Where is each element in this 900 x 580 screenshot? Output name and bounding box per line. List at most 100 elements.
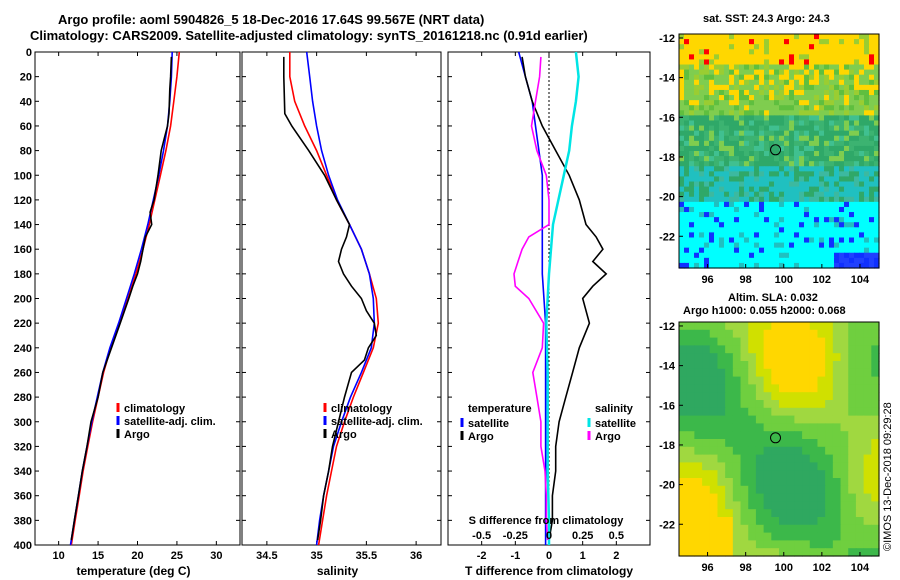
map-cell: [859, 227, 865, 233]
map-cell: [679, 156, 685, 162]
map-cell: [869, 252, 875, 259]
map-cell: [684, 196, 690, 203]
map-cell: [789, 232, 795, 239]
map-cell: [809, 110, 815, 116]
map-cell: [779, 191, 785, 198]
map-cell: [844, 237, 850, 244]
map-cell: [814, 39, 820, 45]
map-cell: [759, 171, 765, 178]
map-cell: [849, 69, 855, 76]
map-cell: [709, 222, 715, 228]
map-cell: [739, 166, 745, 172]
map-cell: [763, 384, 772, 393]
map-cell: [794, 517, 803, 526]
map-cell: [709, 242, 715, 249]
map-cell: [809, 79, 815, 86]
map-cell: [789, 130, 795, 137]
map-cell: [699, 222, 705, 228]
map-cell: [824, 54, 830, 61]
map-cell: [839, 54, 845, 61]
map-cell: [769, 176, 775, 183]
map-cell: [802, 322, 811, 331]
map-cell: [779, 105, 785, 111]
map-cell: [871, 400, 880, 409]
map-cell: [849, 74, 855, 81]
map-cell: [714, 120, 720, 127]
map-cell: [732, 501, 742, 510]
map-cell: [734, 69, 740, 76]
map-cell: [719, 105, 725, 111]
map-cell: [874, 242, 880, 249]
map-cell: [694, 376, 703, 385]
map-cell: [764, 151, 770, 157]
map-cell: [724, 59, 730, 66]
map-cell: [844, 110, 850, 116]
map-cell: [874, 166, 880, 172]
map-cell: [709, 79, 715, 86]
map-cell: [740, 376, 749, 385]
map-cell: [759, 161, 765, 167]
map-cell: [771, 532, 780, 541]
map-cell: [869, 95, 875, 101]
map-cell: [709, 227, 715, 233]
map-cell: [734, 237, 740, 244]
map-cell: [719, 171, 725, 178]
map-cell: [740, 353, 749, 362]
map-cell: [855, 446, 865, 456]
map-cell: [739, 222, 745, 228]
map-cell: [825, 415, 834, 424]
map-cell: [871, 485, 880, 495]
map-cell: [709, 470, 719, 479]
map-cell: [789, 161, 795, 167]
map-cell: [859, 54, 865, 61]
map-cell: [779, 415, 788, 424]
map-cell: [699, 161, 705, 167]
map-cell: [679, 376, 688, 385]
map-cell: [749, 201, 755, 208]
map-cell: [739, 212, 745, 218]
map-cell: [869, 135, 875, 142]
map-cell: [679, 181, 685, 188]
map-cell: [834, 145, 840, 152]
map-cell: [799, 156, 805, 162]
map-cell: [864, 54, 870, 61]
map-cell: [679, 242, 685, 249]
map-cell: [744, 79, 750, 86]
map-cell: [699, 191, 705, 198]
map-cell: [839, 84, 845, 91]
map-cell: [684, 242, 690, 249]
map-cell: [804, 115, 810, 122]
map-cell: [779, 548, 788, 557]
map-cell: [844, 89, 850, 96]
map-cell: [779, 501, 788, 510]
map-cell: [769, 196, 775, 203]
top-tick-label: -0.25: [503, 530, 528, 542]
map-cell: [874, 54, 880, 61]
map-cell: [839, 79, 845, 86]
map-cell: [699, 166, 705, 172]
map-cell: [749, 74, 755, 81]
map-cell: [732, 337, 742, 346]
map-cell: [748, 470, 757, 479]
map-cell: [829, 247, 835, 254]
map-cell: [840, 329, 849, 339]
map-cell: [679, 95, 685, 101]
map-cell: [748, 345, 757, 354]
map-cell: [834, 125, 840, 132]
map-cell: [699, 120, 705, 127]
map-cell: [729, 79, 735, 86]
map-cell: [717, 493, 726, 502]
map-cell: [799, 217, 805, 223]
map-cell: [729, 217, 735, 223]
map-cell: [844, 115, 850, 122]
map-cell: [694, 384, 703, 393]
map-cell: [704, 181, 710, 188]
map-cell: [734, 247, 740, 254]
y-tick-label: -14: [659, 361, 676, 373]
map-cell: [694, 501, 703, 510]
map-cell: [817, 400, 826, 409]
map-cell: [814, 100, 820, 106]
map-cell: [686, 517, 695, 526]
map-cell: [740, 345, 749, 354]
map-cell: [729, 232, 735, 239]
